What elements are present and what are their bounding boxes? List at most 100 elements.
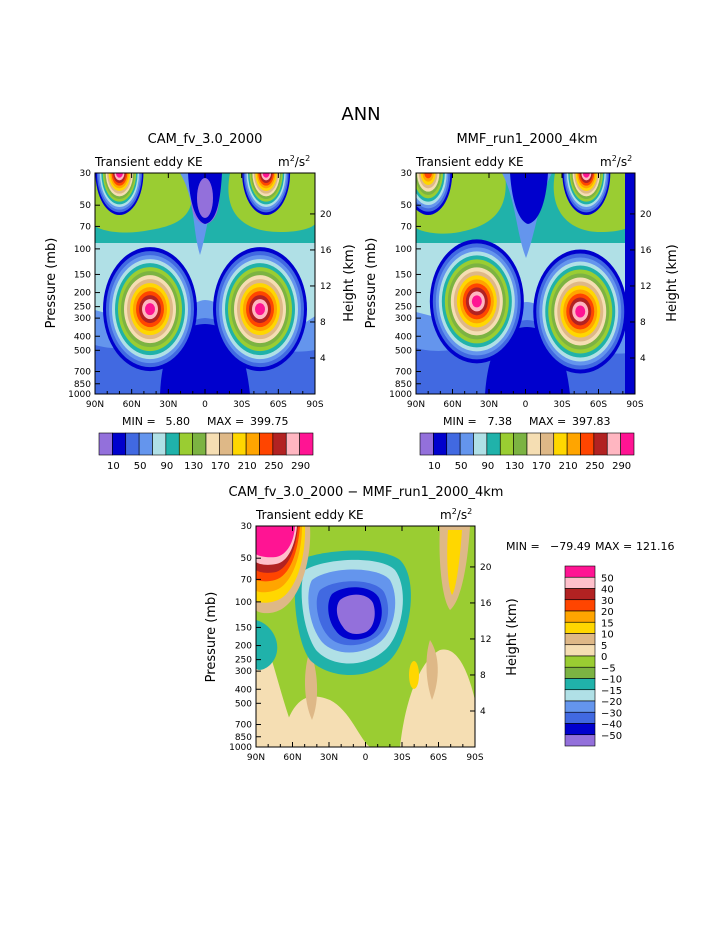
contour-lobe-nh [447, 530, 462, 595]
x-tick-label: 60S [270, 400, 287, 410]
y-tick-label: 1000 [389, 390, 412, 400]
y-right-tick-label: 8 [640, 318, 646, 328]
colorbar-swatch [433, 432, 448, 456]
colorbar-label: 10 [601, 630, 614, 641]
y-tick-label: 400 [235, 685, 252, 695]
colorbar-label: 10 [428, 461, 441, 472]
colorbar-label: 90 [161, 461, 174, 472]
colorbar-swatch [564, 644, 596, 657]
y-right-tick-label: 20 [640, 210, 652, 220]
colorbar-swatch [459, 432, 474, 456]
y-tick-label: 850 [74, 380, 91, 390]
panel-subtitle: Transient eddy KE [94, 155, 203, 169]
colorbar-label: −30 [601, 708, 622, 719]
colorbar-swatch [486, 432, 501, 456]
x-tick-label: 60S [590, 400, 607, 410]
colorbar-swatch [620, 432, 635, 456]
units-label: m2/s2 [600, 154, 632, 169]
y-tick-label: 300 [235, 667, 252, 677]
colorbar-swatch [219, 432, 234, 456]
colorbar-swatch [446, 432, 461, 456]
y-tick-label: 300 [74, 314, 91, 324]
y-right-tick-label: 16 [640, 246, 652, 256]
x-ticks: 90N 60N 30N 0 30S 60S 90S [247, 526, 484, 763]
y-ticks-right: 20 16 12 8 4 [310, 210, 332, 364]
y-tick-label: 200 [235, 642, 252, 652]
colorbar-swatch [593, 432, 608, 456]
colorbar-swatch [564, 655, 596, 668]
x-tick-label: 0 [202, 400, 208, 410]
y-tick-label: 100 [395, 245, 412, 255]
colorbar-label: 290 [612, 461, 631, 472]
y-axis-label-right: Height (km) [342, 244, 357, 321]
y-axis-label-right: Height (km) [505, 598, 520, 675]
jet-contour-level [471, 295, 482, 308]
x-tick-label: 0 [523, 400, 529, 410]
min-value: −79.49 [550, 540, 591, 553]
colorbar-swatch [205, 432, 220, 456]
colorbar-label: 20 [601, 607, 614, 618]
colorbar-swatch [473, 432, 488, 456]
y-right-tick-label: 8 [320, 318, 326, 328]
colorbar-label: 250 [585, 461, 604, 472]
y-ticks-right: 20 16 12 8 4 [470, 563, 492, 717]
y-tick-label: 1000 [68, 390, 91, 400]
y-tick-label: 150 [395, 270, 412, 280]
min-label: MIN = [443, 415, 477, 428]
contour-band-5 [304, 650, 318, 720]
x-tick-label: 30S [553, 400, 570, 410]
max-value: 399.75 [250, 415, 289, 428]
y-tick-label: 30 [401, 169, 413, 179]
panel-subtitle: Transient eddy KE [255, 508, 364, 522]
y-right-tick-label: 4 [480, 707, 486, 717]
x-tick-label: 60S [430, 753, 447, 763]
min-value: 7.38 [488, 415, 513, 428]
y-ticks-right: 20 16 12 8 4 [630, 210, 652, 364]
panel-subtitle: Transient eddy KE [415, 155, 524, 169]
y-right-tick-label: 20 [320, 210, 332, 220]
jet-contour-level [582, 173, 590, 178]
colorbar-swatch [564, 610, 596, 623]
y-right-tick-label: 4 [320, 354, 326, 364]
panel-mmf: MMF_run1_2000_4km Transient eddy KE m2/s… [364, 132, 680, 472]
y-tick-label: 300 [395, 314, 412, 324]
contour-band-blue-dark [510, 173, 548, 224]
colorbar-swatch [245, 432, 260, 456]
colorbar-label: 90 [482, 461, 495, 472]
colorbar-label: 210 [238, 461, 257, 472]
y-tick-label: 700 [235, 721, 252, 731]
x-ticks: 90N 60N 30N 0 30S 60S 90S [86, 173, 324, 410]
y-tick-label: 200 [74, 289, 91, 299]
colorbar-swatch [112, 432, 127, 456]
colorbar: 10 50 90 130 170 210 250 290 [98, 432, 314, 472]
colorbar-label: 10 [107, 461, 120, 472]
jet-contour-level [255, 303, 265, 316]
colorbar-swatch [564, 711, 596, 724]
jet-contour-level [115, 173, 123, 178]
y-tick-label: 50 [241, 554, 253, 564]
y-tick-label: 700 [74, 368, 91, 378]
y-tick-label: 30 [80, 169, 92, 179]
colorbar-label: 290 [291, 461, 310, 472]
y-right-tick-label: 12 [480, 635, 491, 645]
x-tick-label: 90N [247, 753, 265, 763]
colorbar-label: −40 [601, 720, 622, 731]
y-tick-label: 200 [395, 289, 412, 299]
y-right-tick-label: 4 [640, 354, 646, 364]
colorbar-swatch [272, 432, 287, 456]
colorbar-swatch [526, 432, 541, 456]
colorbar-label: −15 [601, 686, 622, 697]
colorbar: 10 50 90 130 170 210 250 290 [419, 432, 635, 472]
jet-contour-level [145, 303, 155, 316]
colorbar-swatch [564, 700, 596, 713]
colorbar-label: 130 [505, 461, 524, 472]
x-ticks: 90N 60N 30N 0 30S 60S 90S [407, 173, 644, 410]
contour-edge [625, 173, 635, 394]
y-right-tick-label: 20 [480, 563, 492, 573]
units-label: m2/s2 [278, 154, 310, 169]
max-value: 121.16 [636, 540, 675, 553]
contour-band-50 [256, 526, 295, 558]
